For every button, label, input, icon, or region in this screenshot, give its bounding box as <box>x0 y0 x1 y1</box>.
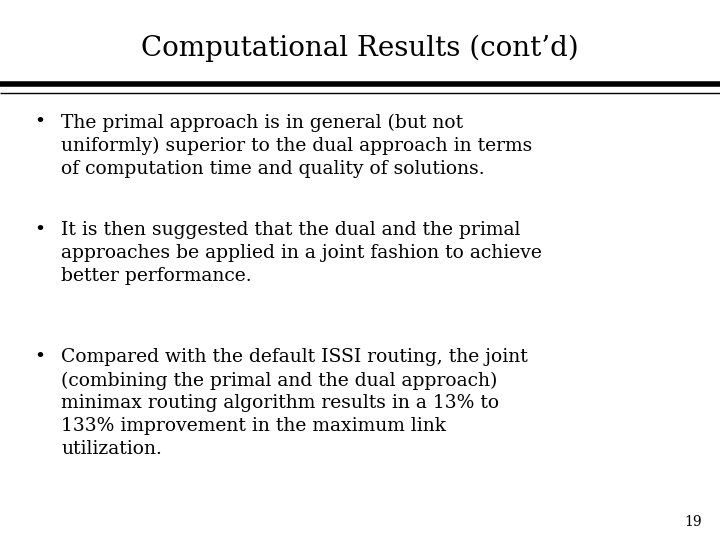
Text: •: • <box>35 221 45 239</box>
Text: The primal approach is in general (but not
uniformly) superior to the dual appro: The primal approach is in general (but n… <box>61 113 533 178</box>
Text: Compared with the default ISSI routing, the joint
(combining the primal and the : Compared with the default ISSI routing, … <box>61 348 528 458</box>
Text: •: • <box>35 113 45 131</box>
Text: 19: 19 <box>685 515 702 529</box>
Text: •: • <box>35 348 45 366</box>
Text: It is then suggested that the dual and the primal
approaches be applied in a joi: It is then suggested that the dual and t… <box>61 221 542 285</box>
Text: Computational Results (cont’d): Computational Results (cont’d) <box>141 35 579 63</box>
